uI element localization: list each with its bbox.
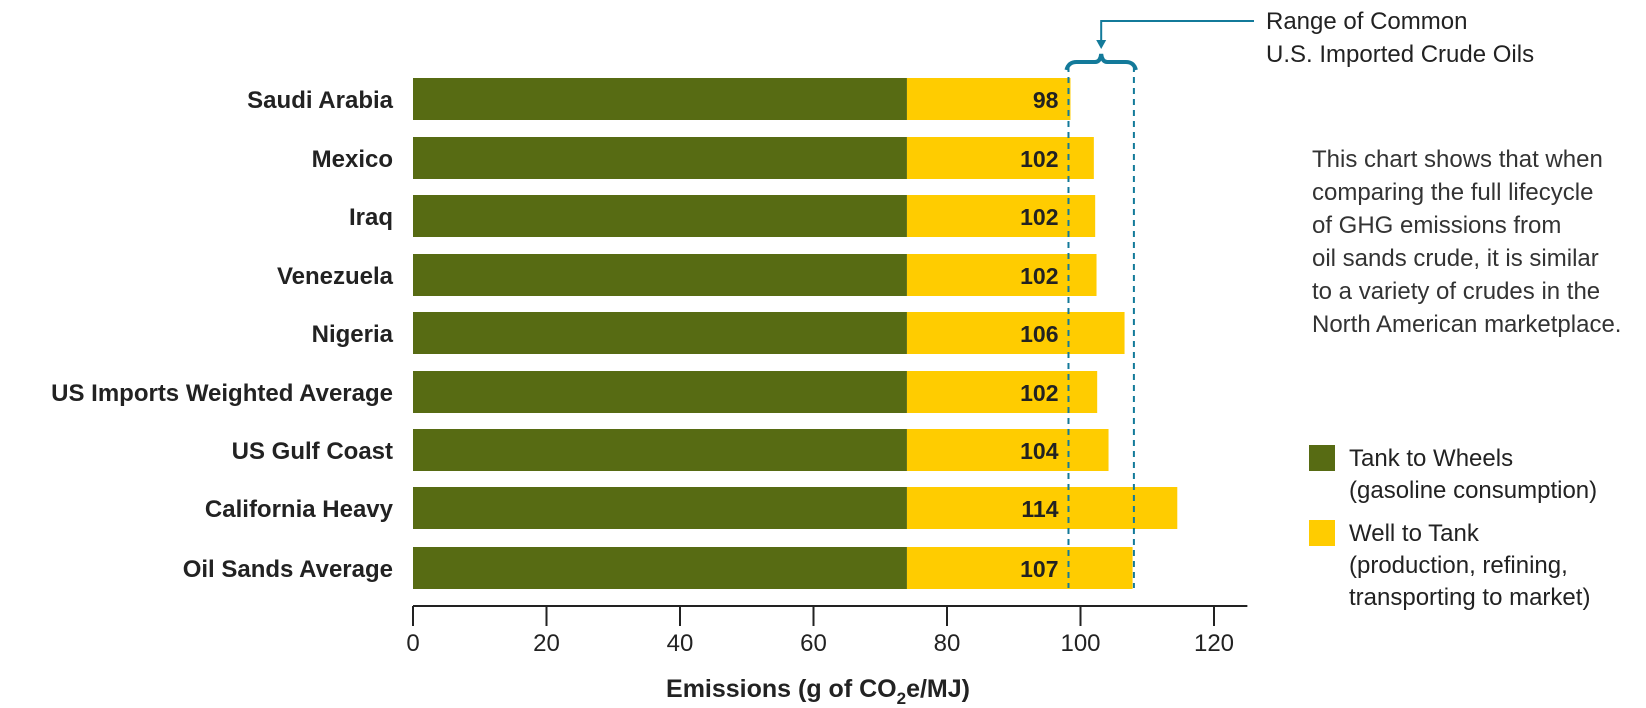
- bar-value-label: 107: [1020, 556, 1058, 582]
- x-tick-label: 120: [1194, 630, 1234, 657]
- x-tick-label: 0: [406, 630, 419, 657]
- bar-tank-to-wheels: [413, 312, 907, 354]
- x-axis-label-tail: e/MJ): [906, 675, 970, 703]
- category-label: US Imports Weighted Average: [51, 380, 393, 407]
- x-tick-label: 60: [800, 630, 827, 657]
- range-label-line2: U.S. Imported Crude Oils: [1266, 41, 1534, 68]
- category-label: US Gulf Coast: [232, 438, 393, 465]
- legend-text: (production, refining,: [1349, 552, 1568, 579]
- range-label-line1: Range of Common: [1266, 8, 1467, 35]
- bar-tank-to-wheels: [413, 137, 907, 179]
- category-label: Nigeria: [312, 321, 394, 348]
- note-line: oil sands crude, it is similar: [1312, 245, 1599, 272]
- bar-value-label: 102: [1020, 204, 1058, 230]
- bar-well-to-tank: [906, 312, 1125, 354]
- bar-tank-to-wheels: [413, 429, 907, 471]
- bar-well-to-tank: [906, 78, 1071, 120]
- legend-swatch-well-to-tank: [1309, 520, 1335, 546]
- note-line: to a variety of crudes in the: [1312, 278, 1600, 305]
- bar-value-label: 102: [1020, 380, 1058, 406]
- bar-well-to-tank: [906, 195, 1096, 237]
- bar-well-to-tank: [906, 371, 1098, 413]
- x-tick-label: 40: [667, 630, 694, 657]
- category-label: Saudi Arabia: [247, 87, 393, 114]
- x-axis-label-main: Emissions (g of CO: [666, 675, 897, 703]
- bars-layer: Saudi Arabia 98 Mexico 102 Iraq 102 Venezuela 1…: [51, 78, 1178, 589]
- x-tick-label: 80: [934, 630, 961, 657]
- legend-text: Tank to Wheels: [1349, 445, 1513, 472]
- bar-value-label: 98: [1033, 87, 1059, 113]
- legend-swatch-tank-to-wheels: [1309, 445, 1335, 471]
- bar-well-to-tank: [906, 254, 1097, 296]
- x-axis-label-sub: 2: [897, 689, 906, 708]
- legend-text: Well to Tank: [1349, 520, 1480, 547]
- category-label: Iraq: [349, 204, 393, 231]
- x-tick-label: 20: [533, 630, 560, 657]
- note-line: North American marketplace.: [1312, 311, 1621, 338]
- bar-tank-to-wheels: [413, 547, 907, 589]
- legend: Tank to Wheels (gasoline consumption) Well…: [1309, 445, 1597, 611]
- category-label: Venezuela: [277, 263, 394, 290]
- x-axis: 0 20 40 60 80 100 120: [406, 605, 1248, 657]
- bar-value-label: 104: [1020, 438, 1059, 464]
- bar-tank-to-wheels: [413, 195, 907, 237]
- bar-tank-to-wheels: [413, 78, 907, 120]
- x-tick-label: 100: [1060, 630, 1100, 657]
- bar-well-to-tank: [906, 429, 1109, 471]
- note-line: of GHG emissions from: [1312, 212, 1561, 239]
- bar-well-to-tank: [906, 547, 1133, 589]
- category-label: Oil Sands Average: [183, 556, 393, 583]
- range-brace: [1064, 53, 1138, 71]
- range-leader-arrow: [1096, 40, 1107, 49]
- category-label: California Heavy: [205, 496, 394, 523]
- legend-text: (gasoline consumption): [1349, 477, 1597, 504]
- bar-value-label: 106: [1020, 321, 1058, 347]
- range-band: [1064, 20, 1254, 588]
- category-label: Mexico: [312, 146, 393, 173]
- note-line: comparing the full lifecycle: [1312, 179, 1593, 206]
- bar-tank-to-wheels: [413, 254, 907, 296]
- x-axis-label: Emissions (g of CO2e/MJ): [666, 675, 970, 708]
- chart-note: This chart shows that when comparing the …: [1312, 146, 1621, 338]
- bar-value-label: 114: [1021, 496, 1058, 522]
- bar-well-to-tank: [906, 137, 1094, 179]
- range-annotation: Range of Common U.S. Imported Crude Oils: [1266, 8, 1534, 68]
- note-line: This chart shows that when: [1312, 146, 1603, 173]
- bar-well-to-tank: [906, 487, 1178, 529]
- legend-text: transporting to market): [1349, 584, 1590, 611]
- range-leader-line: [1100, 20, 1254, 42]
- bar-value-label: 102: [1020, 263, 1058, 289]
- bar-tank-to-wheels: [413, 487, 907, 529]
- bar-value-label: 102: [1020, 146, 1058, 172]
- bar-tank-to-wheels: [413, 371, 907, 413]
